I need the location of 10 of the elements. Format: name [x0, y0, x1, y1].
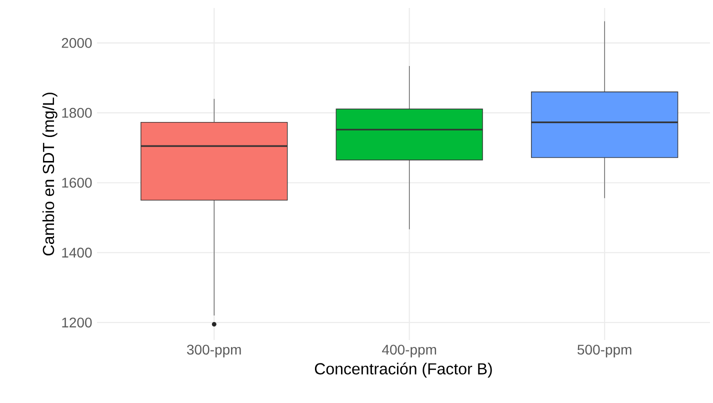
x-tick-label: 300-ppm [187, 344, 241, 358]
x-axis-title: Concentración (Factor B) [314, 362, 492, 378]
y-tick-label: 1600 [62, 178, 92, 188]
y-tick-label: 2000 [62, 38, 92, 48]
x-tick-label: 400-ppm [382, 344, 436, 358]
y-tick-label: 1200 [62, 318, 92, 328]
y-tick-label: 1400 [62, 248, 92, 258]
y-axis-title: Cambio en SDT (mg/L) [42, 92, 58, 256]
x-tick-label: 500-ppm [578, 344, 632, 358]
y-tick-label: 1800 [62, 108, 92, 118]
